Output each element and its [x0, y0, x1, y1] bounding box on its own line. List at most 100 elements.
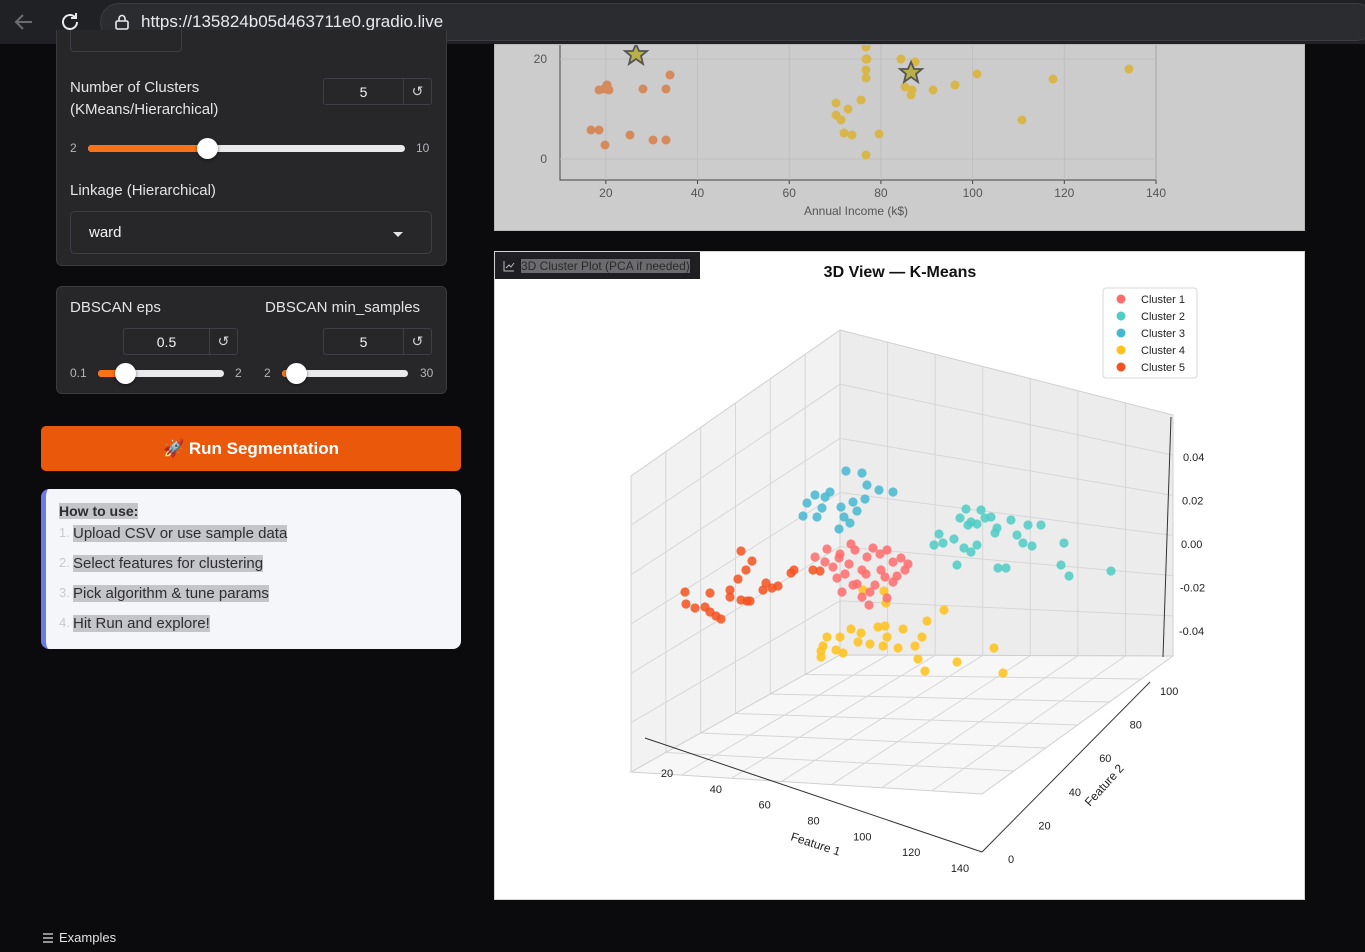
cluster-point	[839, 512, 849, 522]
n-clusters-slider[interactable]	[88, 138, 405, 159]
centroid-star	[622, 41, 650, 67]
cluster-point	[817, 503, 827, 513]
x-tick-label: 20	[661, 768, 673, 780]
site-info-icon[interactable]	[113, 13, 131, 31]
grid-line	[665, 752, 1014, 772]
dbscan-min-samples-value[interactable]: 5	[359, 333, 368, 350]
y-tick-label: 0	[540, 152, 547, 166]
x-tick-label: 100	[963, 186, 983, 200]
cluster-point	[864, 600, 874, 610]
cluster-point	[893, 643, 903, 653]
cluster-point	[837, 587, 847, 597]
dbscan-min-samples-slider[interactable]	[282, 363, 408, 384]
dbscan-min-samples-slider-thumb[interactable]	[285, 363, 307, 384]
x-tick-label: 40	[691, 186, 705, 200]
cluster-point	[822, 544, 832, 554]
scatter-point	[861, 73, 871, 83]
cluster-point	[841, 466, 851, 476]
linkage-dropdown[interactable]: ward	[70, 211, 432, 254]
back-button[interactable]	[9, 7, 39, 37]
cluster-point	[1012, 530, 1022, 540]
legend-entry: Cluster 1	[1141, 294, 1185, 306]
scatter-point	[862, 54, 872, 64]
cluster-point	[741, 565, 751, 575]
cluster-point	[888, 487, 898, 497]
grid-line	[770, 693, 1110, 703]
n-clusters-input[interactable]: 5 ↺	[323, 78, 432, 105]
scatter-point	[950, 80, 960, 90]
dbscan-min-samples-input[interactable]: 5 ↺	[323, 328, 432, 355]
scatter-point	[861, 65, 871, 75]
x-axis-label: Feature 1	[789, 830, 842, 859]
scatter-point	[602, 80, 612, 90]
scatter-point	[1124, 64, 1134, 74]
cluster-point	[862, 552, 872, 562]
how-to-title: How to use:	[59, 503, 139, 519]
cluster-point	[840, 569, 850, 579]
y-tick-label: 0	[1008, 854, 1014, 866]
dbscan-eps-slider[interactable]	[98, 363, 224, 384]
dbscan-eps-label: DBSCAN eps	[70, 299, 161, 316]
z-tick-label: 0.00	[1181, 539, 1202, 551]
cluster-3d-plot: 3D View — K-Means 20 40 60 80 100 120 140 0 20 40…	[494, 251, 1305, 900]
grid-line	[839, 600, 1174, 617]
cluster-point	[747, 556, 757, 566]
dbscan-eps-reset-button[interactable]: ↺	[209, 329, 237, 354]
z-tick-label: 0.04	[1183, 452, 1204, 464]
grid-line	[630, 600, 841, 724]
scatter-point	[836, 115, 846, 125]
cluster-point	[1027, 541, 1037, 551]
x-tick-label: 120	[902, 847, 920, 859]
cluster-point	[917, 632, 927, 642]
scatter-point	[856, 95, 866, 105]
reload-button[interactable]	[55, 7, 85, 37]
cluster-point	[853, 637, 863, 647]
cluster-point	[860, 494, 870, 504]
examples-toggle[interactable]: Examples	[42, 930, 116, 945]
n-clusters-value[interactable]: 5	[359, 83, 368, 100]
scatter-2d-svg: 20 0 20 40 60 80 100 120 140 Annual Income (k$…	[534, 39, 1166, 218]
previous-input-stub[interactable]	[70, 30, 182, 52]
cluster-point	[880, 621, 890, 631]
cluster-point	[680, 587, 690, 597]
n-clusters-reset-button[interactable]: ↺	[403, 79, 431, 104]
cluster-point	[862, 480, 872, 490]
x-tick-label: 120	[1054, 186, 1074, 200]
y-tick-label: 80	[1130, 720, 1142, 732]
z-tick-label: -0.04	[1179, 626, 1204, 638]
cluster-point	[1036, 520, 1046, 530]
scatter-point	[648, 135, 658, 145]
cluster-point	[852, 506, 862, 516]
x-tick-label: 140	[951, 863, 969, 875]
cluster-point	[865, 587, 875, 597]
dbscan-eps-slider-thumb[interactable]	[114, 363, 136, 384]
cluster-point	[820, 492, 830, 502]
cluster-point	[986, 512, 996, 522]
dbscan-min-samples-reset-button[interactable]: ↺	[403, 329, 431, 354]
cluster-point	[822, 632, 832, 642]
dbscan-eps-input[interactable]: 0.5 ↺	[123, 328, 238, 355]
cluster-point	[952, 657, 962, 667]
y-tick-label: 100	[1160, 686, 1178, 698]
scatter-point	[594, 125, 604, 135]
y-tick-label: 20	[1038, 820, 1050, 832]
dbscan-eps-value[interactable]: 0.5	[156, 333, 177, 350]
x-tick-label: 80	[807, 816, 819, 828]
cluster-point	[832, 573, 842, 583]
cluster-point	[856, 628, 866, 638]
cluster-point	[922, 616, 932, 626]
scatter-point	[900, 82, 910, 92]
how-to-step: 1. Upload CSV or use sample data	[59, 525, 288, 542]
n-clusters-slider-thumb[interactable]	[196, 138, 218, 159]
scatter-point	[661, 84, 671, 94]
cluster-point	[873, 622, 883, 632]
run-segmentation-button[interactable]: 🚀 Run Segmentation	[41, 426, 461, 471]
cluster-point	[802, 498, 812, 508]
cluster-point	[846, 624, 856, 634]
scatter-point	[638, 84, 648, 94]
z-tick-label: 0.02	[1182, 496, 1203, 508]
cluster-point	[920, 666, 930, 676]
browser-toolbar: https://135824b05d463711e0.gradio.live	[0, 0, 1365, 44]
cluster-point	[993, 563, 1003, 573]
scatter-point	[586, 125, 596, 135]
